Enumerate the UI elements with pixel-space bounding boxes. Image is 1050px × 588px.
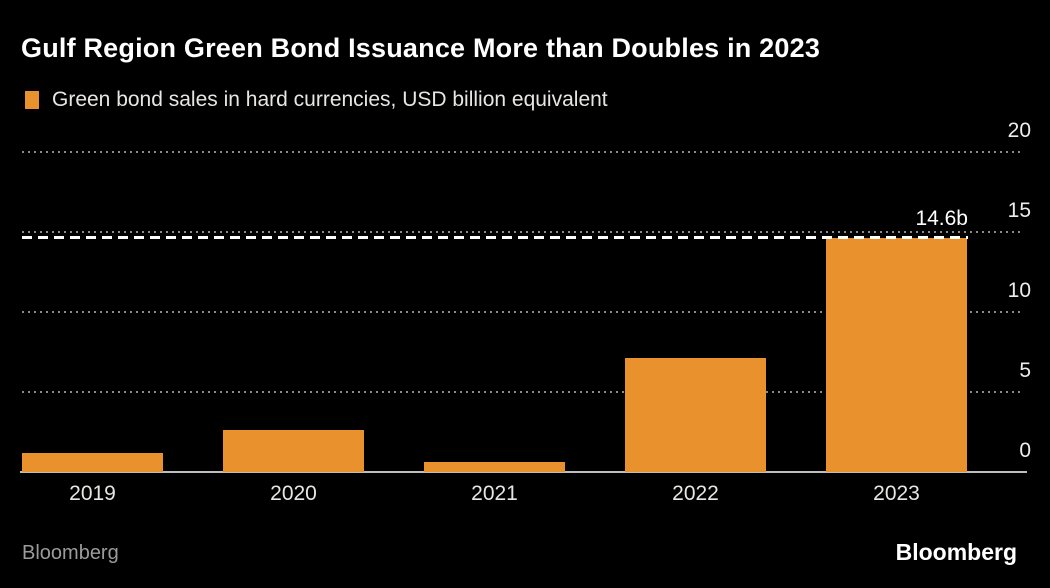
bar-2022 [625,358,766,472]
gridline-20 [22,151,1022,153]
y-axis-tick-20: 20 [1007,119,1031,142]
bar-2019 [22,452,163,472]
x-axis-label-2020: 2020 [270,482,317,505]
legend-label: Green bond sales in hard currencies, USD… [52,88,608,111]
annotation-value-label: 14.6b [915,207,968,231]
x-axis-label-2019: 2019 [69,482,116,505]
legend: Green bond sales in hard currencies, USD… [25,88,608,112]
chart-title: Gulf Region Green Bond Issuance More tha… [21,33,821,63]
bar-2023 [826,238,967,472]
bar-2021 [424,462,565,472]
x-axis-baseline [20,471,1027,473]
gridline-15 [22,231,1022,233]
x-axis-label-2022: 2022 [672,482,719,505]
annotation-dashed-line [22,236,968,240]
y-axis-tick-0: 0 [1019,439,1031,462]
bar-2020 [223,430,364,472]
y-axis-tick-15: 15 [1007,199,1031,222]
x-axis-label-2021: 2021 [471,482,518,505]
legend-swatch-icon [25,91,39,109]
x-axis-label-2023: 2023 [873,482,920,505]
source-attribution: Bloomberg [22,542,119,564]
y-axis-tick-5: 5 [1019,359,1031,382]
y-axis-tick-10: 10 [1007,279,1031,302]
bloomberg-logo: Bloomberg [895,539,1017,565]
gridline-5 [22,391,1022,393]
gridline-10 [22,311,1022,313]
